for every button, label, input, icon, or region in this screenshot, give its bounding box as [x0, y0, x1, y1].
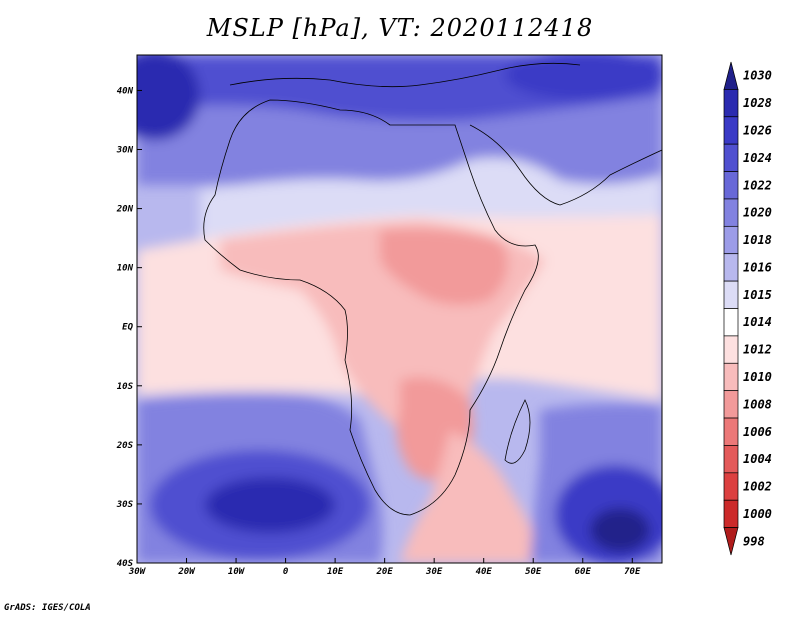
lon-tick-label: 50E [525, 567, 542, 577]
colorbar-swatch [723, 116, 739, 145]
colorbar-swatch [723, 390, 739, 419]
colorbar-swatch [723, 61, 739, 90]
mozambique-trough [400, 430, 545, 563]
lon-tick-label: 10W [228, 567, 246, 577]
colorbar-swatch [723, 527, 739, 556]
colorbar-label: 1008 [743, 397, 772, 411]
lon-tick-label: 30W [128, 567, 147, 577]
lat-tick-label: EQ [122, 323, 133, 333]
colorbar-label: 1016 [743, 260, 772, 274]
lon-tick-label: 10E [327, 567, 344, 577]
colorbar-swatch [723, 225, 739, 255]
lon-tick-label: 60E [575, 567, 592, 577]
pressure-field [137, 55, 662, 563]
colorbar-swatch [723, 308, 739, 337]
madagascar-coast [504, 399, 531, 464]
east-africa-low [380, 228, 508, 305]
colorbar-swatch [723, 472, 739, 501]
lat-tick-label: 30S [116, 500, 134, 510]
atlantic-high-north [137, 55, 200, 140]
lat-tick-label: 40N [117, 86, 134, 96]
colorbar-swatch [723, 445, 739, 474]
lat-tick-label: 10N [117, 264, 134, 274]
lon-axis: 30W 20W 10W 0 10E 20E 30E 40E 50E 60E 70E [128, 558, 641, 577]
coastlines [203, 62, 662, 516]
colorbar-label: 1024 [743, 151, 772, 165]
map-frame [136, 54, 663, 564]
colorbar-swatch [723, 198, 739, 227]
colorbar-swatch [723, 335, 739, 364]
colorbar-swatch [723, 362, 739, 392]
colorbar-swatch [723, 143, 739, 172]
field-shading [137, 55, 662, 563]
lat-axis: 40N 30N 20N 10N EQ 10S 20S 30S 40S [116, 86, 142, 569]
lat-tick-label: 10S [117, 382, 134, 392]
colorbar-swatch [723, 89, 739, 118]
colorbar-label: 1012 [743, 343, 772, 357]
lat-tick-label: 40S [117, 559, 134, 569]
lat-tick-label: 20S [116, 441, 134, 451]
lon-tick-label: 30E [425, 567, 443, 577]
lat-tick-label: 20N [116, 205, 134, 215]
colorbar-label: 1022 [743, 178, 772, 192]
colorbar-label: 1010 [743, 370, 772, 384]
africa-coast [203, 99, 539, 516]
colorbar-label: 1020 [743, 206, 772, 220]
south-atlantic-high-core [205, 477, 335, 533]
colorbar: 1030 1028 1026 1024 1022 1020 1018 1016 1015 1014… [723, 61, 772, 556]
colorbar-label: 1002 [743, 480, 772, 494]
colorbar-swatch [723, 499, 739, 528]
lon-tick-label: 70E [624, 567, 641, 577]
colorbar-label: 998 [743, 534, 765, 548]
colorbar-label: 1004 [743, 452, 772, 466]
lon-tick-label: 20W [177, 567, 196, 577]
credit-text: GrADS: IGES/COLA [4, 603, 91, 613]
colorbar-swatch [723, 280, 739, 309]
colorbar-label: 1030 [743, 69, 772, 83]
colorbar-swatch [723, 253, 739, 282]
colorbar-label: 1014 [743, 315, 772, 329]
colorbar-label: 1026 [743, 123, 772, 137]
colorbar-label: 1018 [743, 233, 772, 247]
colorbar-label: 1000 [743, 507, 772, 521]
mediterranean-coast [229, 62, 581, 88]
asia-high [505, 55, 662, 100]
south-indian-high-core [590, 508, 650, 552]
colorbar-label: 1015 [743, 288, 772, 302]
colorbar-swatch [723, 171, 739, 200]
colorbar-label: 1006 [743, 425, 772, 439]
lon-tick-label: 20E [376, 567, 394, 577]
arabia-coast [469, 124, 662, 206]
lat-tick-label: 30N [116, 146, 134, 156]
lon-tick-label: 0 [283, 567, 289, 577]
chart-title: MSLP [hPa], VT: 2020112418 [206, 14, 594, 42]
colorbar-label: 1028 [743, 96, 772, 110]
lon-tick-label: 40E [476, 567, 493, 577]
colorbar-swatch [723, 417, 739, 446]
